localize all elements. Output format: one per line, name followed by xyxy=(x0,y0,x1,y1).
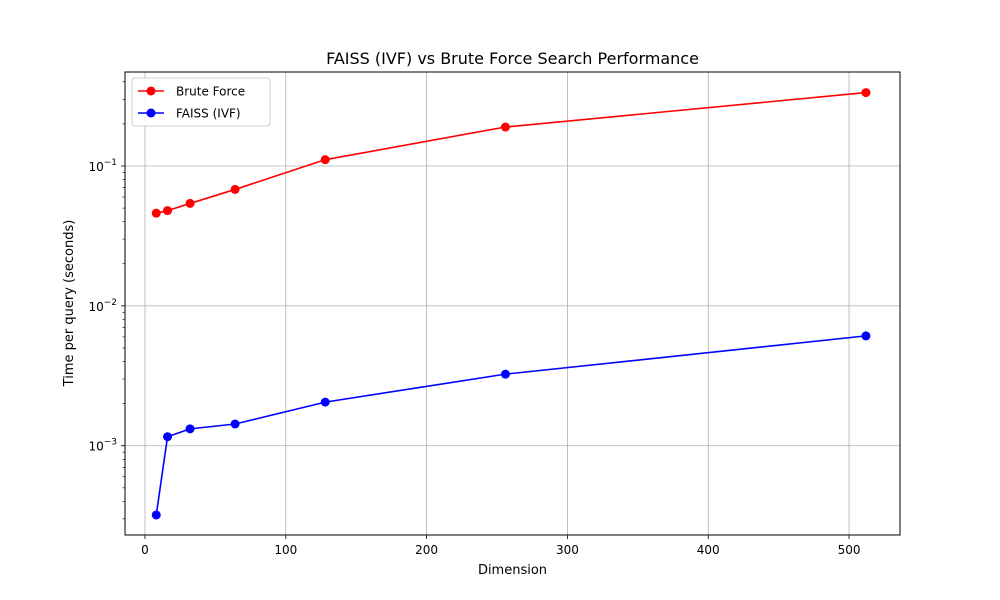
data-point xyxy=(163,432,173,442)
x-tick-label: 100 xyxy=(274,543,297,557)
chart-title: FAISS (IVF) vs Brute Force Search Perfor… xyxy=(326,49,699,68)
x-tick-label: 200 xyxy=(415,543,438,557)
y-tick-label: 10−2 xyxy=(88,298,117,314)
legend-label: Brute Force xyxy=(176,85,245,99)
series-group xyxy=(151,88,871,520)
axis-ticks: 0 100 200 300 400 500 10−3 10−2 10−1 xyxy=(88,81,861,557)
data-point xyxy=(163,206,173,216)
data-point xyxy=(320,397,330,407)
data-point xyxy=(230,184,240,194)
data-point xyxy=(151,208,161,218)
legend-marker xyxy=(146,86,156,96)
data-point xyxy=(185,198,195,208)
plot-frame xyxy=(124,71,901,536)
grid xyxy=(125,72,900,535)
data-point xyxy=(500,369,510,379)
legend-box xyxy=(131,77,271,127)
y-axis-label: Time per query (seconds) xyxy=(62,220,77,388)
x-tick-label: 300 xyxy=(556,543,579,557)
data-point xyxy=(861,88,871,98)
y-tick-label: 10−3 xyxy=(88,438,117,454)
legend-marker xyxy=(146,108,156,118)
data-point xyxy=(320,155,330,165)
x-tick-label: 500 xyxy=(838,543,861,557)
y-tick-label: 10−1 xyxy=(88,158,117,174)
data-point xyxy=(500,122,510,132)
legend: Brute Force FAISS (IVF) xyxy=(131,77,271,127)
data-point xyxy=(230,419,240,429)
data-point xyxy=(185,424,195,434)
x-tick-label: 400 xyxy=(697,543,720,557)
x-tick-label: 0 xyxy=(141,543,149,557)
data-point xyxy=(151,510,161,520)
legend-label: FAISS (IVF) xyxy=(176,107,241,121)
data-point xyxy=(861,331,871,341)
series-line-1 xyxy=(155,335,867,516)
x-axis-label: Dimension xyxy=(478,563,547,578)
